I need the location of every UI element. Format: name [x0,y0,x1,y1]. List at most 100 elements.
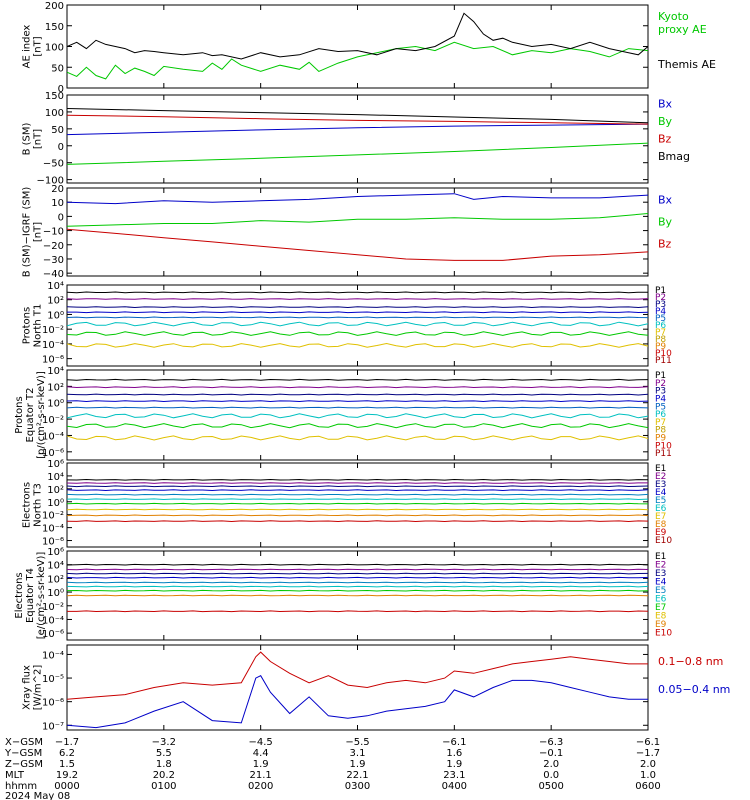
series-p8 [67,342,648,348]
series-p2 [67,298,648,300]
series-e2 [67,482,648,484]
legend-entry: proxy AE [658,23,707,36]
series-bx [67,123,648,136]
panel-frame [66,94,649,184]
y-tick-label: 10⁻⁷ [42,721,64,732]
y-tick-label: −30 [43,255,64,266]
series-bmag [67,108,648,124]
y-axis-label: Protons [14,396,25,433]
ephemeris-cell: 0300 [345,781,370,792]
y-axis-label: Equator T4 [25,568,36,623]
y-tick-label: 150 [45,22,64,33]
y-tick-label: 10⁴ [47,472,64,483]
series-p5 [67,316,648,319]
ephemeris-cell: 20.2 [153,770,175,781]
y-axis-label: North T3 [33,483,44,527]
legend-entry: P4 [655,307,666,317]
legend: Bx By Bz [658,193,673,250]
legend-entry: E4 [655,578,667,588]
y-axis-label: [e/(cm²-s-sr-keV)] [36,552,47,640]
legend-entry: E5 [655,496,666,506]
ephemeris-cell: 3.1 [350,748,366,759]
ephemeris-cell: −0.1 [539,748,563,759]
y-tick-label: 10⁴ [47,366,64,377]
y-tick-label: 10⁻⁴ [42,340,64,351]
y-tick-label: 10 [51,198,64,209]
y-tick-label: 10² [47,382,64,393]
legend-entry: E10 [655,536,672,546]
y-tick-label: 200 [45,1,64,12]
series-e3 [67,572,648,575]
series-p2 [67,386,648,389]
series-e3 [67,485,648,488]
y-axis-label: [nT] [33,129,44,149]
ephemeris-cell: 1.9 [253,759,269,770]
y-tick-label: 0 [58,212,64,223]
ephemeris-cell: 0200 [248,781,273,792]
series-e7 [67,589,648,592]
y-tick-label: 10⁰ [47,399,64,410]
series-e9 [67,514,648,517]
legend-entry: P8 [655,335,666,345]
legend-entry: P10 [655,349,672,359]
series-group [67,12,648,80]
series-group [67,563,648,613]
y-axis-label: B (SM)−IGRF (SM) [22,187,33,278]
legend-entry: P4 [655,394,666,404]
legend-entry: E8 [655,612,667,622]
y-axis-label: [nT] [33,222,44,242]
y-tick-label: 10⁶ [47,459,64,470]
y-axis-label: B (SM) [22,122,33,155]
ephemeris-cell: 1.9 [350,759,366,770]
ephemeris-cell: −5.5 [345,737,369,748]
series-p7 [67,423,648,429]
legend-entry: P2 [655,293,666,303]
series-p6 [67,321,648,327]
y-tick-label: 10⁻² [42,415,64,426]
y-tick-label: 10⁻⁴ [42,524,64,535]
y-tick-label: 10⁻⁶ [42,448,64,459]
series-e8 [67,508,648,511]
series-p1 [67,378,648,381]
legend-entry: P5 [655,314,666,324]
ephemeris-cell: 5.5 [156,748,172,759]
legend-entry: P10 [655,441,672,451]
y-tick-label: 10² [47,574,64,585]
y-tick-label: 10² [47,485,64,496]
ephemeris-cell: −6.3 [539,737,563,748]
y-tick-label: 10⁻⁴ [42,431,64,442]
series-group [67,478,648,523]
series-by [67,213,648,227]
legend-entry: Bx [658,193,673,206]
ephemeris-cell: −4.5 [249,737,273,748]
y-tick-label: 100 [45,108,64,119]
ephemeris-cell: −1.7 [636,748,660,759]
legend-entry: Bz [658,237,672,250]
ephemeris-cell: 1.8 [156,759,172,770]
legend-entry: P7 [655,418,666,428]
series-e1 [67,563,648,566]
y-axis-label: AE index [22,25,33,69]
y-tick-label: 10⁻⁶ [42,629,64,640]
series-e10 [67,520,648,523]
panel-frame [66,462,649,548]
series-0-1-0-8-nm [67,651,648,700]
series-group [67,291,648,348]
y-tick-label: 150 [45,91,64,102]
legend-entry: Bx [658,97,673,110]
series-p1 [67,291,648,294]
series-bz [67,114,648,125]
panel-en: 10⁶ 10⁴ 10² 10⁰ 10⁻² 10⁻⁴ 10⁻⁶ Electrons North T… [22,459,673,548]
series-p7 [67,331,648,336]
legend-entry: Themis AE [657,58,716,71]
legend-entry: P8 [655,426,666,436]
ephemeris-row-label: X−GSM [5,737,43,748]
legend-entry: P5 [655,402,666,412]
y-axis-label: [nT] [33,36,44,56]
legend-entry: E6 [655,504,667,514]
legend-entry: By [658,215,673,228]
